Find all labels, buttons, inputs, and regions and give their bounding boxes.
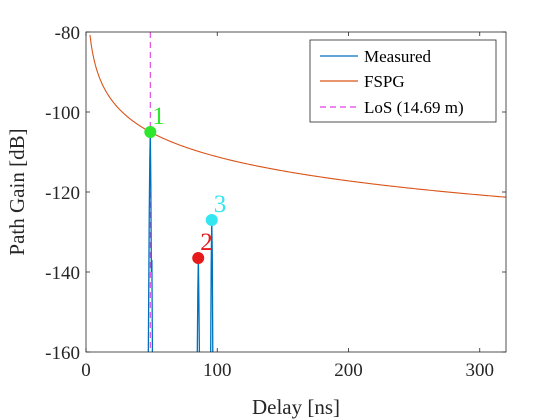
peak-marker-3 — [205, 214, 218, 226]
x-tick-label: 100 — [203, 360, 232, 381]
y-tick-label: -80 — [55, 23, 80, 44]
peak-marker-1 — [144, 126, 157, 138]
marker-layer: 1 23 — [144, 103, 226, 264]
y-tick-label: -120 — [45, 183, 80, 204]
y-tick-label: -140 — [45, 263, 80, 284]
peak-label-3: 3 — [214, 191, 227, 218]
y-tick-label: -100 — [45, 103, 80, 124]
legend-label-measured: Measured — [364, 47, 432, 66]
tick-label-layer: 0 100 200 300 -80 -100 -120 -140 -160 — [45, 23, 494, 381]
peak-label-2: 2 — [200, 229, 213, 256]
legend-label-los: LoS (14.69 m) — [364, 98, 464, 117]
legend-label-fspg: FSPG — [364, 72, 405, 91]
peak-label-1: 1 — [152, 103, 165, 130]
x-tick-label: 300 — [466, 360, 495, 381]
peak-marker-2 — [192, 252, 205, 264]
y-tick-label: -160 — [45, 343, 80, 364]
x-tick-label: 0 — [81, 360, 91, 381]
tick-layer — [85, 31, 506, 353]
y-axis-label: Path Gain [dB] — [5, 128, 29, 255]
fspg-curve — [89, 34, 506, 198]
x-axis-label: Delay [ns] — [252, 395, 340, 419]
x-tick-label: 200 — [334, 360, 363, 381]
legend: Measured FSPG LoS (14.69 m) — [309, 39, 497, 123]
plot-area: 1 23 — [89, 32, 506, 352]
